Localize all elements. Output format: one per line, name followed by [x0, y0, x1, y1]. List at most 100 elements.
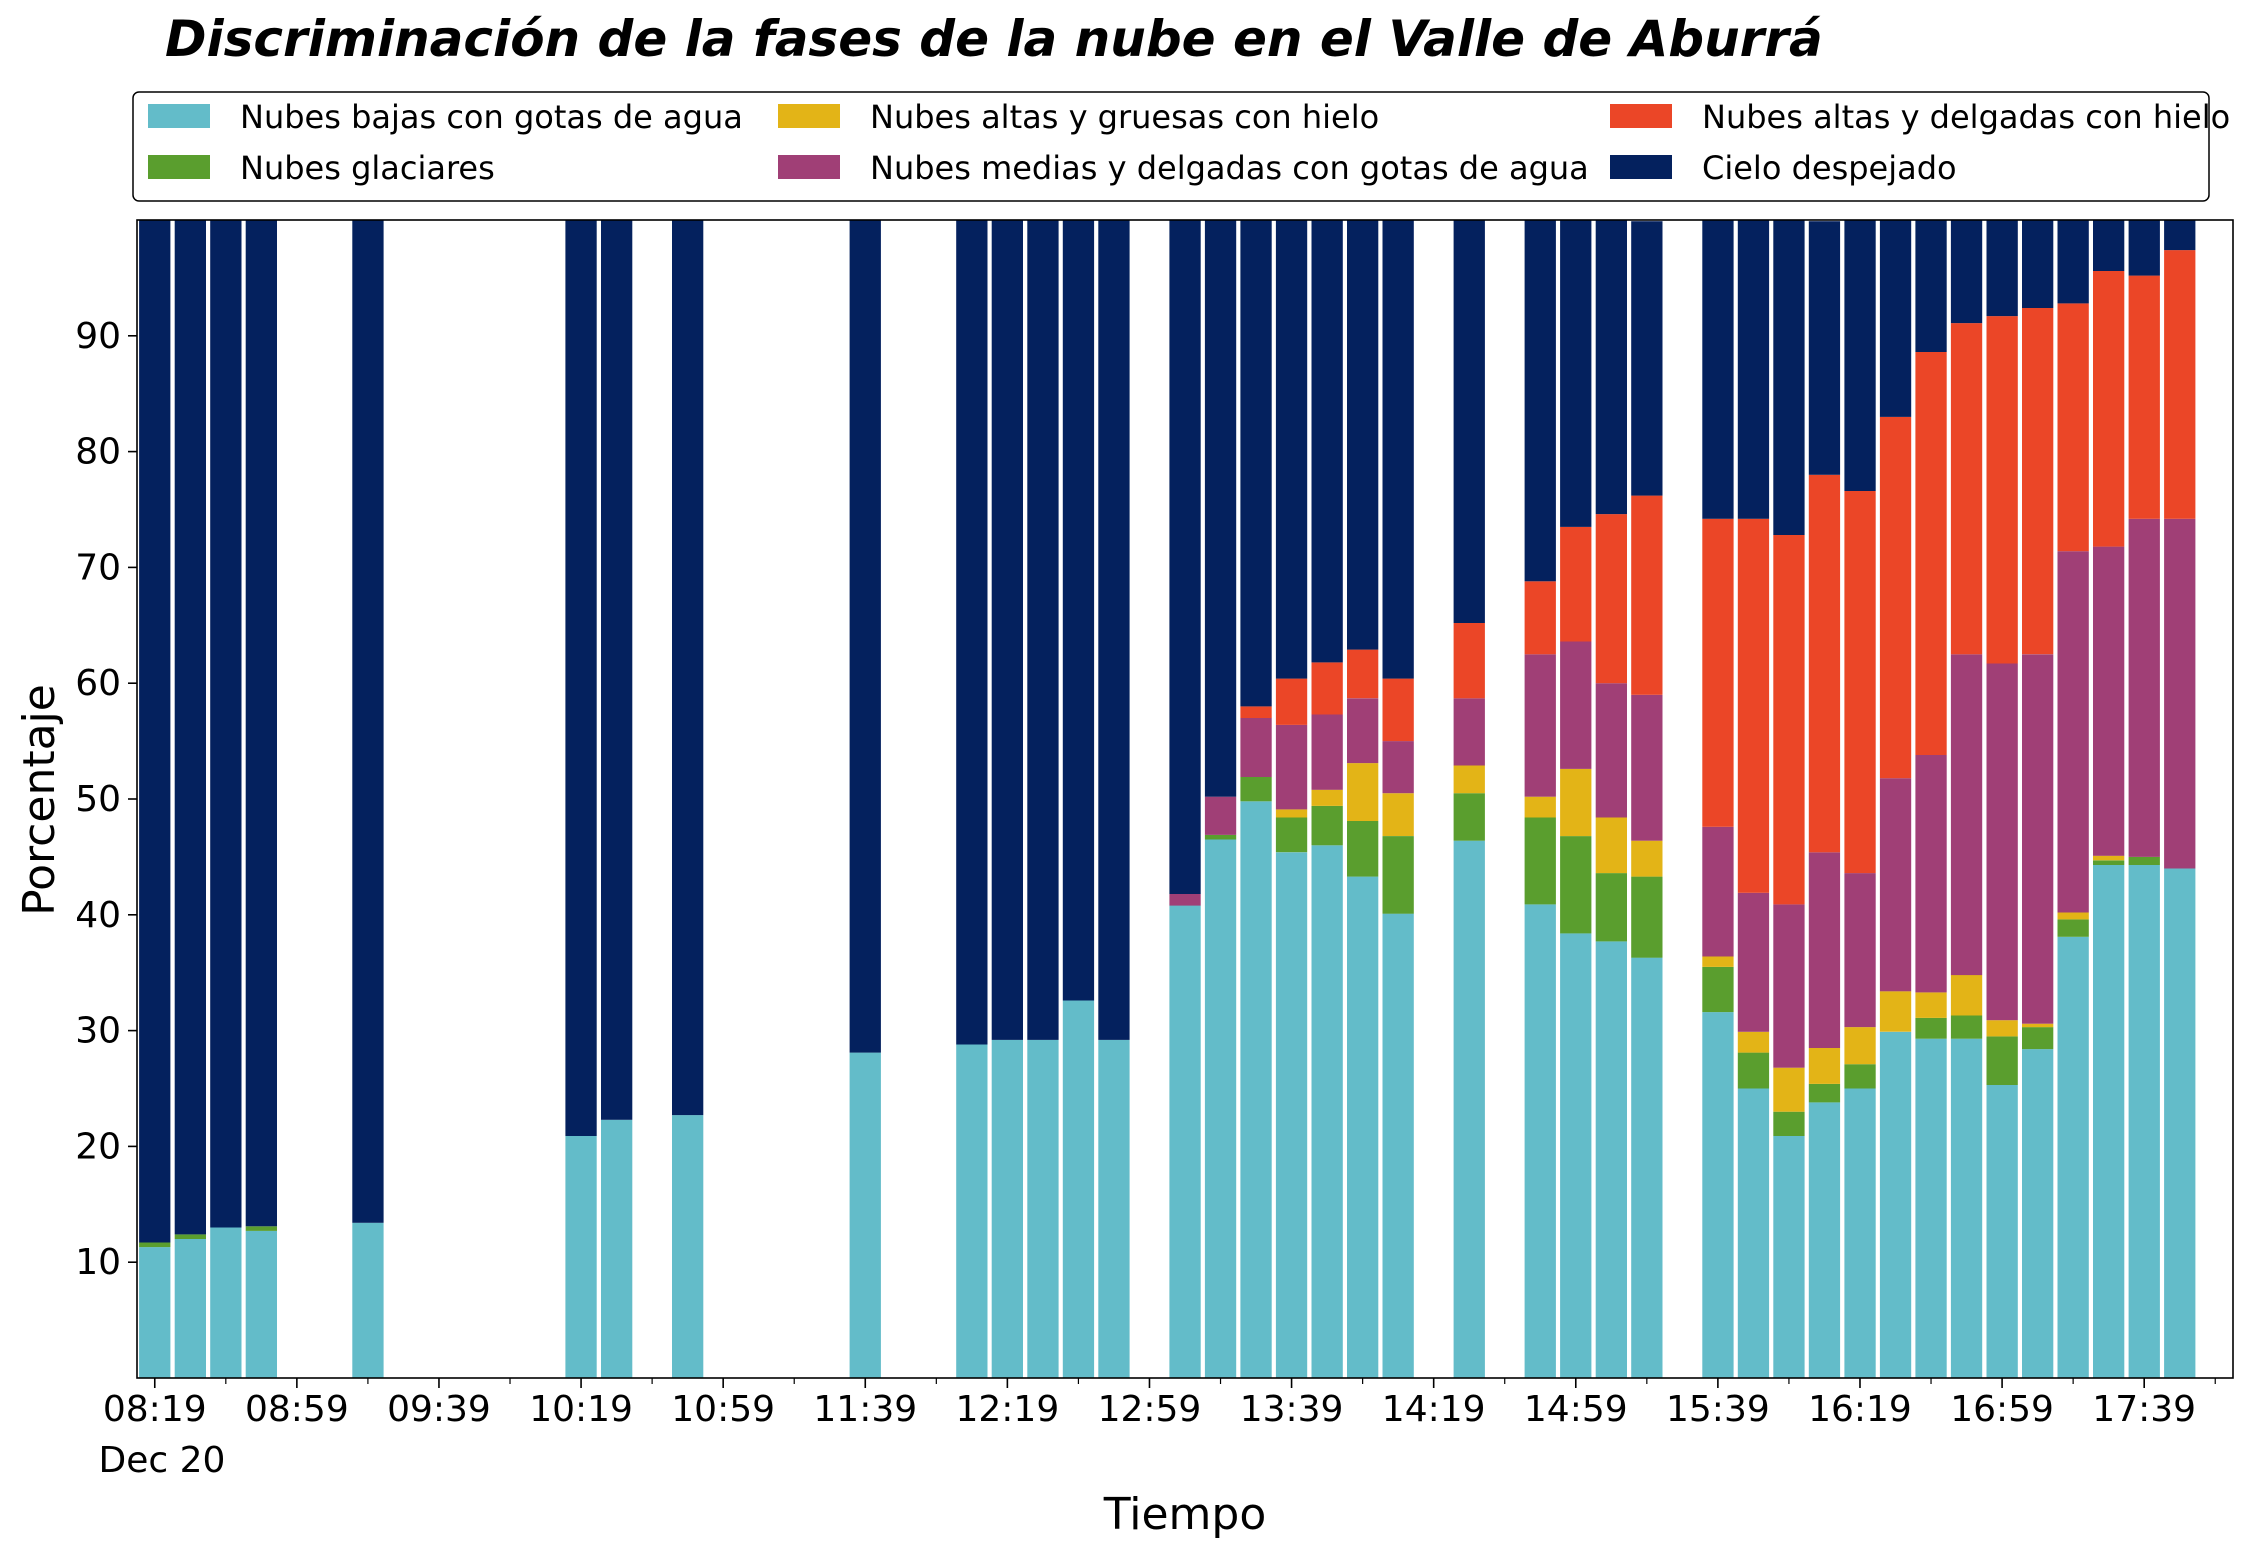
- x-tick-label: 10:19: [529, 1389, 633, 1430]
- bar-cielo-despejado-1329: [1240, 220, 1272, 707]
- bar-nubes-bajas-con-gotas-de-agua-1729: [2093, 865, 2125, 1378]
- bar-nubes-altas-y-delgadas-con-hielo-1709: [2022, 308, 2054, 655]
- bar-nubes-bajas-con-gotas-de-agua-1139: [849, 1052, 881, 1378]
- bar-nubes-medias-y-delgadas-con-gotas-de-agua-1309: [1169, 894, 1201, 906]
- chart-title: Discriminación de la fases de la nube en…: [165, 10, 1823, 68]
- bar-nubes-bajas-con-gotas-de-agua-1209: [956, 1044, 988, 1378]
- bar-nubes-bajas-con-gotas-de-agua-1739: [2128, 865, 2160, 1378]
- bar-nubes-altas-y-delgadas-con-hielo-1359: [1347, 649, 1379, 699]
- bar-nubes-altas-y-delgadas-con-hielo-1629: [1879, 416, 1912, 779]
- bar-cielo-despejado-1609: [1808, 221, 1841, 475]
- bar-cielo-despejado-1619: [1844, 220, 1876, 491]
- y-tick-label: 20: [75, 1126, 121, 1167]
- bar-nubes-glaciares-1719: [2057, 919, 2089, 937]
- bar-cielo-despejado-1649: [1950, 220, 1983, 324]
- bar-cielo-despejado-1459: [1560, 220, 1592, 527]
- bar-cielo-despejado-1319: [1204, 220, 1237, 797]
- x-date-label: Dec 20: [99, 1440, 226, 1481]
- bar-nubes-glaciares-0819: [139, 1242, 171, 1248]
- bar-nubes-altas-y-gruesas-con-hielo-1619: [1844, 1027, 1876, 1065]
- x-tick-label: 11:39: [813, 1389, 917, 1430]
- bar-nubes-bajas-con-gotas-de-agua-1319: [1204, 839, 1237, 1378]
- bar-nubes-medias-y-delgadas-con-gotas-de-agua-1549: [1737, 892, 1770, 1032]
- bar-nubes-medias-y-delgadas-con-gotas-de-agua-1519: [1631, 694, 1663, 841]
- bar-cielo-despejado-1359: [1347, 220, 1379, 650]
- bar-nubes-bajas-con-gotas-de-agua-1549: [1737, 1088, 1770, 1378]
- y-tick-label: 10: [75, 1242, 121, 1283]
- bar-nubes-bajas-con-gotas-de-agua-1239: [1062, 1000, 1095, 1378]
- bar-nubes-bajas-con-gotas-de-agua-1359: [1347, 876, 1379, 1378]
- bar-nubes-altas-y-delgadas-con-hielo-1619: [1844, 491, 1876, 874]
- bar-nubes-bajas-con-gotas-de-agua-1249: [1098, 1039, 1130, 1378]
- legend-label-nubes-glaciares: Nubes glaciares: [240, 149, 495, 187]
- bar-nubes-medias-y-delgadas-con-gotas-de-agua-1749: [2164, 518, 2196, 869]
- bar-nubes-glaciares-1359: [1347, 821, 1379, 877]
- x-tick-label: 16:59: [1950, 1389, 2054, 1430]
- bar-nubes-medias-y-delgadas-con-gotas-de-agua-1349: [1311, 714, 1343, 790]
- legend-label-nubes-medias-y-delgadas-con-gotas-de-agua: Nubes medias y delgadas con gotas de agu…: [870, 149, 1589, 187]
- bar-nubes-medias-y-delgadas-con-gotas-de-agua-1609: [1808, 852, 1841, 1048]
- bar-cielo-despejado-1729: [2093, 220, 2125, 271]
- bar-nubes-glaciares-1659: [1986, 1036, 2018, 1085]
- x-tick-label: 08:19: [103, 1389, 207, 1430]
- bar-cielo-despejado-1559: [1773, 220, 1805, 535]
- bar-cielo-despejado-1519: [1631, 221, 1663, 496]
- bar-cielo-despejado-1719: [2057, 220, 2089, 304]
- y-tick-label: 30: [75, 1011, 121, 1052]
- bar-nubes-bajas-con-gotas-de-agua-1219: [991, 1039, 1023, 1378]
- legend-label-nubes-altas-y-gruesas-con-hielo: Nubes altas y gruesas con hielo: [870, 98, 1379, 136]
- bar-nubes-bajas-con-gotas-de-agua-1609: [1808, 1102, 1841, 1378]
- bar-nubes-bajas-con-gotas-de-agua-1619: [1844, 1088, 1876, 1378]
- bar-nubes-altas-y-gruesas-con-hielo-1509: [1595, 817, 1627, 874]
- y-tick-label: 70: [75, 547, 121, 588]
- legend-label-nubes-bajas-con-gotas-de-agua: Nubes bajas con gotas de agua: [240, 98, 743, 136]
- bar-nubes-medias-y-delgadas-con-gotas-de-agua-1449: [1524, 654, 1556, 797]
- bar-nubes-altas-y-delgadas-con-hielo-1459: [1560, 526, 1592, 642]
- bar-cielo-despejado-1019: [565, 220, 597, 1136]
- bar-nubes-medias-y-delgadas-con-gotas-de-agua-1319: [1204, 796, 1237, 835]
- legend-swatch-nubes-medias-y-delgadas-con-gotas-de-agua: [778, 155, 840, 179]
- bar-nubes-altas-y-delgadas-con-hielo-1649: [1950, 323, 1983, 655]
- bar-cielo-despejado-1659: [1986, 220, 2018, 317]
- bar-cielo-despejado-1749: [2164, 220, 2196, 251]
- bar-nubes-glaciares-1429: [1453, 793, 1485, 841]
- bar-nubes-altas-y-delgadas-con-hielo-1429: [1453, 623, 1485, 699]
- bar-cielo-despejado-1249: [1098, 220, 1130, 1040]
- bar-nubes-bajas-con-gotas-de-agua-1639: [1915, 1038, 1947, 1378]
- bar-nubes-altas-y-gruesas-con-hielo-1359: [1347, 763, 1379, 821]
- bar-nubes-bajas-con-gotas-de-agua-1629: [1879, 1031, 1912, 1378]
- bar-nubes-altas-y-delgadas-con-hielo-1659: [1986, 316, 2018, 664]
- bar-cielo-despejado-1049: [672, 220, 704, 1116]
- bar-nubes-medias-y-delgadas-con-gotas-de-agua-1459: [1560, 641, 1592, 769]
- bar-nubes-altas-y-delgadas-con-hielo-1509: [1595, 514, 1627, 684]
- bar-nubes-bajas-con-gotas-de-agua-1349: [1311, 845, 1343, 1378]
- bar-cielo-despejado-1449: [1524, 220, 1556, 582]
- bar-nubes-altas-y-delgadas-con-hielo-1449: [1524, 581, 1556, 655]
- x-tick-label: 13:39: [1240, 1389, 1344, 1430]
- bar-nubes-medias-y-delgadas-con-gotas-de-agua-1429: [1453, 698, 1485, 766]
- bar-cielo-despejado-1339: [1275, 220, 1308, 679]
- bar-nubes-bajas-con-gotas-de-agua-1719: [2057, 936, 2089, 1378]
- bar-nubes-bajas-con-gotas-de-agua-1749: [2164, 868, 2196, 1378]
- bar-nubes-glaciares-1339: [1275, 817, 1308, 853]
- x-tick-label: 14:59: [1524, 1389, 1628, 1430]
- bar-nubes-bajas-con-gotas-de-agua-1019: [565, 1136, 597, 1378]
- bar-nubes-medias-y-delgadas-con-gotas-de-agua-1329: [1240, 717, 1272, 777]
- bar-nubes-bajas-con-gotas-de-agua-1409: [1382, 913, 1414, 1378]
- x-axis: 08:19 08:59 09:39 10:19 10:59 11:39 12:19 12:59…: [103, 1378, 2216, 1430]
- bar-nubes-medias-y-delgadas-con-gotas-de-agua-1619: [1844, 873, 1876, 1028]
- bar-nubes-medias-y-delgadas-con-gotas-de-agua-1709: [2022, 654, 2054, 1024]
- bar-nubes-glaciares-1649: [1950, 1015, 1983, 1039]
- x-tick-label: 17:39: [2092, 1389, 2196, 1430]
- bar-nubes-altas-y-delgadas-con-hielo-1609: [1808, 474, 1841, 853]
- bar-cielo-despejado-1219: [991, 220, 1023, 1040]
- bar-nubes-bajas-con-gotas-de-agua-1509: [1595, 941, 1627, 1378]
- bar-nubes-altas-y-delgadas-con-hielo-1639: [1915, 352, 1947, 755]
- bar-cielo-despejado-1549: [1737, 220, 1770, 519]
- bar-cielo-despejado-0839: [210, 220, 242, 1228]
- bar-nubes-altas-y-gruesas-con-hielo-1709: [2022, 1023, 2054, 1028]
- bar-nubes-bajas-con-gotas-de-agua-0919: [352, 1222, 384, 1378]
- bar-nubes-bajas-con-gotas-de-agua-0849: [245, 1230, 277, 1378]
- bar-cielo-despejado-1349: [1311, 220, 1343, 663]
